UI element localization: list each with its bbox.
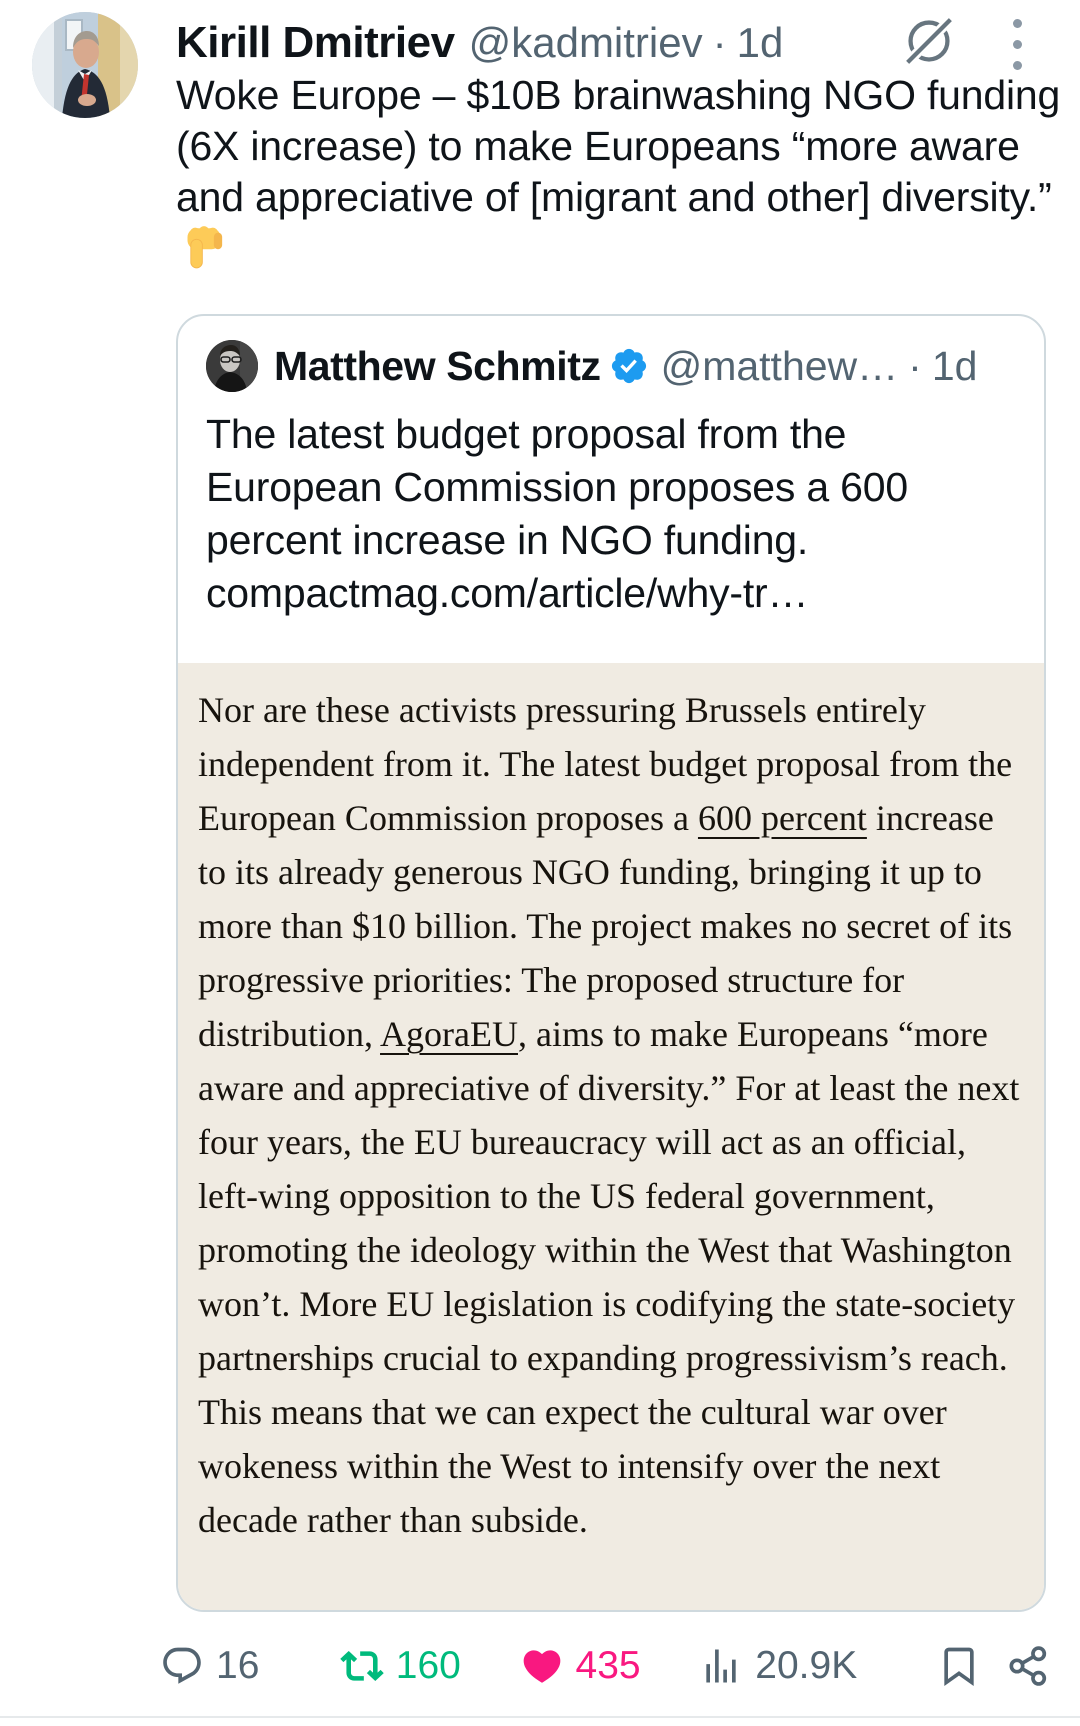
tweet-text: Woke Europe – $10B brainwashing NGO fund… bbox=[176, 70, 1072, 274]
quoted-avatar[interactable] bbox=[206, 340, 258, 392]
tweet-header: Kirill Dmitriev @kadmitriev · 1d bbox=[176, 18, 886, 68]
pointing-down-emoji-icon bbox=[187, 226, 223, 269]
quoted-author-name[interactable]: Matthew Schmitz bbox=[274, 342, 601, 389]
avatar-photo bbox=[32, 12, 138, 118]
grok-button[interactable] bbox=[901, 13, 957, 69]
repost-count: 160 bbox=[395, 1644, 461, 1687]
quoted-tweet-header: Matthew Schmitz @matthew… · 1d bbox=[206, 340, 1016, 392]
like-button[interactable]: 435 bbox=[520, 1644, 700, 1688]
bookmark-button[interactable] bbox=[924, 1644, 994, 1688]
article-link[interactable]: AgoraEU bbox=[380, 1014, 518, 1054]
avatar[interactable] bbox=[32, 12, 138, 118]
view-count: 20.9K bbox=[755, 1644, 858, 1687]
verified-badge-icon bbox=[611, 348, 646, 384]
article-text-segment: increase to its already generous NGO fun… bbox=[198, 798, 1013, 1054]
heart-filled-icon bbox=[523, 1650, 560, 1683]
reply-button[interactable]: 16 bbox=[160, 1644, 340, 1688]
header-separator: · bbox=[712, 19, 727, 66]
quoted-tweet-card[interactable]: Matthew Schmitz @matthew… · 1d The lates… bbox=[176, 314, 1046, 1612]
article-text: Nor are these activists pressuring Bruss… bbox=[198, 683, 1028, 1547]
quoted-tweet-text: The latest budget proposal from the Euro… bbox=[206, 408, 1016, 620]
article-text-segment: Nor are these activists pressuring Bruss… bbox=[198, 690, 1013, 838]
article-link[interactable]: 600 percent bbox=[697, 798, 867, 838]
quoted-avatar-photo bbox=[206, 340, 258, 392]
repost-button[interactable]: 160 bbox=[340, 1644, 520, 1688]
views-bars-icon bbox=[706, 1649, 736, 1683]
author-handle[interactable]: @kadmitriev bbox=[468, 19, 703, 66]
quoted-author-handle[interactable]: @matthew… bbox=[660, 342, 899, 389]
bottom-divider bbox=[0, 1716, 1080, 1718]
share-button[interactable] bbox=[994, 1644, 1050, 1688]
tweet-text-content: Woke Europe – $10B brainwashing NGO fund… bbox=[176, 72, 1061, 220]
more-vertical-icon bbox=[1012, 18, 1022, 28]
more-button[interactable] bbox=[1002, 16, 1032, 72]
article-text-segment: , aims to make Europeans “more aware and… bbox=[198, 1014, 1020, 1540]
quoted-text-content: The latest budget proposal from the Euro… bbox=[206, 411, 908, 563]
quoted-separator: · bbox=[908, 342, 922, 389]
grok-icon bbox=[901, 13, 957, 69]
share-nodes-icon bbox=[1009, 1646, 1047, 1686]
tweet-timestamp: 1d bbox=[736, 19, 784, 66]
views-button[interactable]: 20.9K bbox=[699, 1644, 924, 1688]
like-count: 435 bbox=[575, 1644, 641, 1687]
reply-count: 16 bbox=[216, 1644, 260, 1687]
author-name[interactable]: Kirill Dmitriev bbox=[176, 18, 455, 67]
quoted-timestamp: 1d bbox=[931, 342, 978, 389]
quoted-link[interactable]: compactmag.com/article/why-tr… bbox=[206, 570, 809, 616]
bookmark-icon bbox=[944, 1647, 974, 1687]
reply-icon bbox=[163, 1647, 201, 1684]
repost-icon bbox=[340, 1650, 384, 1682]
article-screenshot-image[interactable]: Nor are these activists pressuring Bruss… bbox=[178, 663, 1044, 1610]
tweet-action-bar: 16 160 435 20.9K bbox=[160, 1634, 1050, 1698]
